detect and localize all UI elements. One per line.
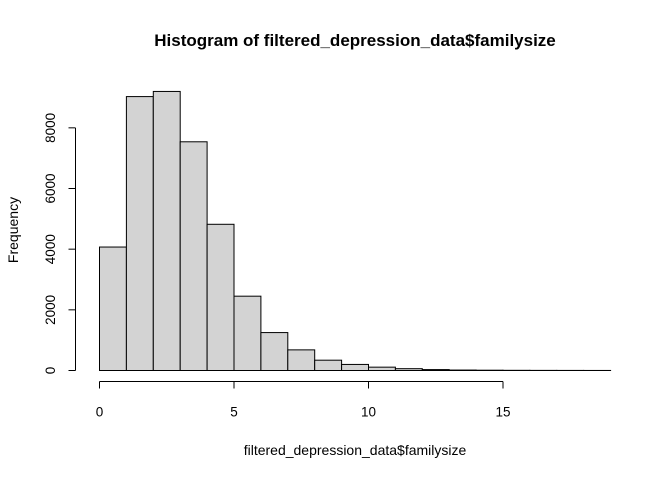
x-axis-label: filtered_depression_data$familysize [244, 442, 467, 458]
x-tick-label-5: 5 [230, 405, 238, 420]
x-axis: 0 5 10 15 [96, 381, 511, 420]
chart-title: Histogram of filtered_depression_data$fa… [154, 31, 556, 50]
histogram-bar-7-8 [287, 349, 316, 371]
x-tick-label-0: 0 [96, 405, 104, 420]
histogram-bar-5-6 [233, 295, 262, 371]
histogram-bar-3-4 [179, 141, 208, 371]
y-tick-label-0: 0 [43, 367, 58, 375]
histogram-bar-12-13 [421, 369, 450, 371]
y-axis-label: Frequency [5, 197, 21, 263]
histogram-bar-8-9 [314, 359, 343, 372]
x-tick-label-10: 10 [361, 405, 376, 420]
histogram-bar-2-3 [152, 90, 181, 371]
histogram-bar-10-11 [368, 366, 396, 372]
histogram-bar-0-1 [99, 246, 127, 371]
histogram-bar-4-5 [206, 223, 235, 371]
bars-group [99, 90, 612, 372]
y-tick-label-2000: 2000 [43, 295, 58, 325]
histogram-bar-11-12 [394, 368, 423, 371]
histogram-bar-9-10 [341, 363, 370, 371]
y-tick-label-4000: 4000 [43, 234, 58, 264]
y-tick-label-8000: 8000 [43, 113, 58, 143]
histogram-bar-6-7 [260, 332, 289, 371]
y-axis: 0 2000 4000 6000 8000 [43, 113, 76, 374]
x-tick-label-15: 15 [495, 405, 510, 420]
histogram-bar-1-2 [125, 96, 154, 371]
y-tick-label-6000: 6000 [43, 173, 58, 203]
